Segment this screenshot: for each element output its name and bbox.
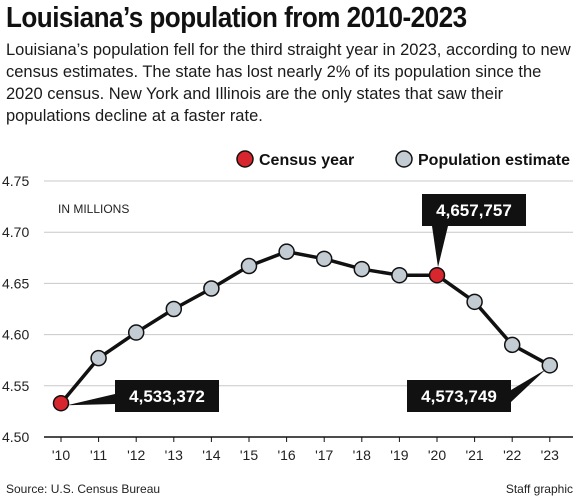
staff-credit: Staff graphic (505, 482, 573, 496)
y-tick-label: 4.75 (2, 173, 29, 189)
x-tick-label: '23 (541, 447, 559, 463)
x-tick-label: '15 (240, 447, 258, 463)
chart-subtitle: Louisiana’s population fell for the thir… (6, 41, 571, 125)
x-tick-label: '21 (465, 447, 483, 463)
x-tick-label: '14 (202, 447, 220, 463)
estimate-point (127, 324, 145, 341)
census-point (52, 394, 70, 412)
estimate-point (541, 357, 559, 374)
callout-pointer (511, 369, 546, 402)
y-tick-label: 4.60 (2, 327, 29, 343)
x-tick-label: '22 (503, 447, 521, 463)
estimate-point (353, 260, 371, 278)
estimate-point (165, 300, 183, 318)
x-tick-label: '13 (165, 447, 183, 463)
estimate-point (466, 293, 483, 311)
x-tick-label: '16 (277, 447, 295, 463)
x-tick-label: '12 (127, 447, 145, 463)
population-series (52, 243, 559, 412)
estimate-point (90, 349, 107, 367)
callout-pointer (432, 226, 448, 268)
estimate-point (503, 336, 521, 354)
census-point (428, 266, 446, 284)
estimate-point (315, 250, 333, 268)
x-tick-label: '17 (315, 447, 333, 463)
legend: Census year Population estimate (236, 150, 570, 169)
callout-label: 4,533,372 (129, 387, 205, 406)
y-tick-label: 4.50 (2, 429, 29, 445)
estimate-point (240, 257, 258, 275)
callout-pointer (67, 394, 115, 406)
chart-title: Louisiana’s population from 2010-2023 (6, 2, 467, 34)
callout-label: 4,657,757 (436, 201, 512, 220)
callout-box (115, 380, 219, 412)
x-tick-label: '18 (353, 447, 371, 463)
source-note: Source: U.S. Census Bureau (6, 482, 161, 496)
axes: 4.50 4.55 4.60 4.65 4.70 4.75 '10 '11 '12 '13 '14 '… (2, 173, 573, 463)
callout-box (422, 194, 526, 226)
x-tick-label: '11 (90, 447, 107, 463)
y-tick-label: 4.65 (2, 275, 29, 291)
unit-label: IN MILLIONS (58, 202, 129, 216)
legend-census-marker (236, 150, 254, 168)
estimate-point (391, 266, 408, 284)
callout-label: 4,573,749 (421, 387, 497, 406)
x-tick-label: '19 (390, 447, 408, 463)
estimate-point (278, 243, 295, 260)
y-tick-label: 4.55 (2, 378, 29, 394)
x-tick-label: '20 (428, 447, 446, 463)
estimate-point (203, 280, 220, 297)
x-tick-label: '10 (52, 447, 70, 463)
callouts: 4,533,372 4,657,757 4,573,749 (67, 194, 546, 412)
legend-estimate-label: Population estimate (418, 152, 570, 169)
y-tick-label: 4.70 (2, 224, 29, 240)
legend-estimate-marker (395, 150, 413, 168)
legend-census-label: Census year (259, 152, 354, 169)
callout-box (407, 380, 511, 412)
